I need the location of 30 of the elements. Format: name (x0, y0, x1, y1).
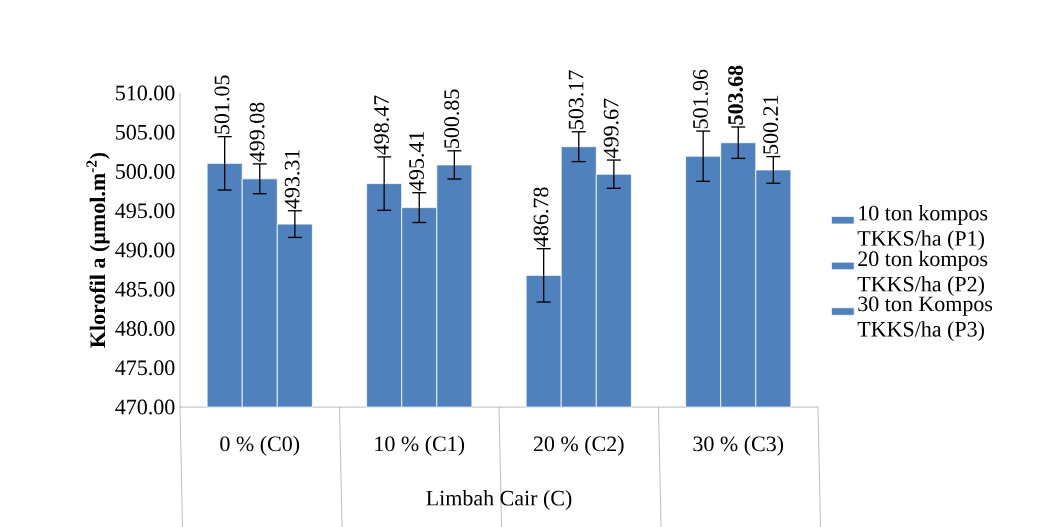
x-tick-label: 0 % (C0) (220, 435, 300, 456)
data-label: 503.68 (728, 65, 744, 125)
x-tick-label: 20 % (C2) (533, 435, 624, 456)
x-tick-label: 30 % (C3) (693, 435, 784, 456)
y-tick-label: 485.00 (115, 281, 175, 297)
y-tick-label: 500.00 (116, 164, 175, 180)
data-label: 495.41 (409, 131, 425, 191)
y-tick-label: 475.00 (115, 360, 175, 376)
y-tick-label: 480.00 (115, 321, 175, 337)
y-tick-label: 505.00 (116, 124, 175, 140)
data-label: 486.78 (533, 187, 549, 247)
data-label: 499.67 (603, 98, 619, 159)
y-tick-label: 495.00 (115, 203, 175, 219)
data-label: 500.85 (444, 89, 460, 148)
data-label: 498.47 (374, 95, 389, 155)
data-label: 499.08 (249, 102, 265, 162)
data-label: 503.17 (568, 70, 584, 129)
x-axis-title: Limbah Cair (C) (426, 490, 572, 511)
y-tick-label: 490.00 (115, 242, 175, 258)
legend-label: 20 ton kompos TKKS/ha (P2) (857, 250, 988, 297)
legend-label: 30 ton Kompos TKKS/ha (P3) (857, 296, 993, 342)
data-label: 500.21 (763, 95, 779, 154)
y-axis-title: Klorofil a (µmol.m$^{-2}$) (86, 152, 110, 348)
data-label: 501.05 (214, 75, 230, 134)
legend-label: 10 ton kompos TKKS/ha (P1) (857, 205, 988, 251)
y-tick-label: 470.00 (115, 399, 175, 415)
x-tick-label: 10 % (C1) (375, 435, 465, 456)
y-tick-label: 510.00 (116, 85, 175, 101)
data-label: 501.96 (693, 69, 708, 129)
data-label: 493.31 (284, 149, 300, 209)
